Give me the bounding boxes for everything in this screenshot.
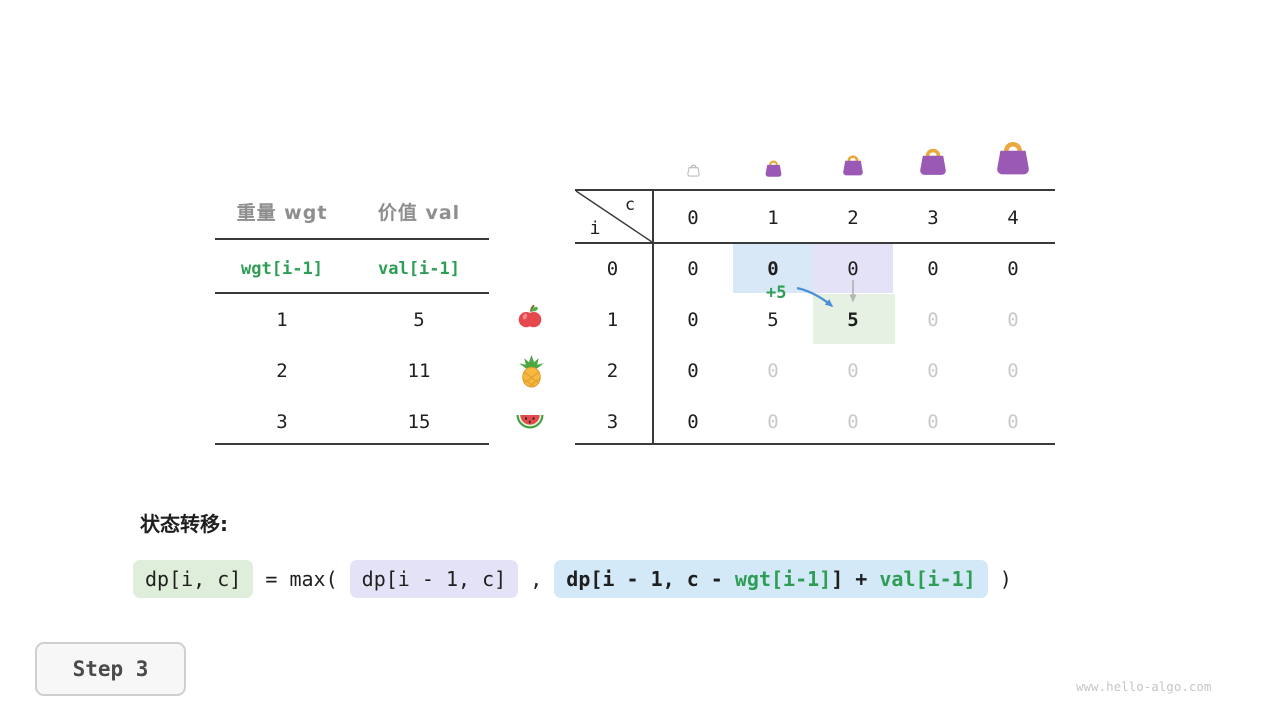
dp-cell-3-3: 0 — [927, 411, 939, 433]
dp-cell-0-3: 0 — [927, 258, 939, 280]
dp-cell-1-0: 0 — [687, 309, 699, 331]
items-table-rule-bottom — [215, 443, 489, 445]
dp-cell-3-0: 0 — [687, 411, 699, 433]
dp-cell-0-1: 0 — [767, 258, 779, 280]
items-formula-wgt: wgt[i-1] — [241, 259, 323, 279]
dp-col-header-4: 4 — [1007, 207, 1019, 229]
bag-icon-3 — [916, 143, 950, 177]
step-label: Step 3 — [72, 657, 149, 681]
dp-rule-under-header — [575, 242, 1055, 244]
item-val-1: 11 — [407, 360, 431, 382]
dp-cell-0-0: 0 — [687, 258, 699, 280]
dp-cell-1-2: 5 — [847, 309, 859, 331]
formula-arg2-chip: dp[i - 1, c - wgt[i-1]] + val[i-1] — [554, 560, 988, 598]
formula-arg2-mid: ] + — [831, 567, 880, 591]
formula-lhs-chip: dp[i, c] — [133, 560, 254, 598]
formula-comma: , — [518, 567, 555, 591]
dp-cell-3-4: 0 — [1007, 411, 1019, 433]
bag-icon-2 — [840, 151, 866, 177]
dp-cell-2-2: 0 — [847, 360, 859, 382]
dp-rule-top — [575, 189, 1055, 191]
items-formula-val: val[i-1] — [378, 259, 460, 279]
dp-cell-2-3: 0 — [927, 360, 939, 382]
formula-arg2-wgt: wgt[i-1] — [734, 567, 832, 591]
item-wgt-0: 1 — [276, 309, 288, 331]
transition-formula: dp[i, c] = max( dp[i - 1, c] , dp[i - 1,… — [133, 560, 1012, 598]
dp-corner-col-label: c — [624, 195, 636, 215]
dp-cell-1-4: 0 — [1007, 309, 1019, 331]
bag-icon-4 — [992, 135, 1034, 177]
items-header-wgt: 重量 wgt — [236, 201, 328, 224]
dp-rule-bottom — [575, 443, 1055, 445]
dp-cell-2-1: 0 — [767, 360, 779, 382]
dp-row-label-3: 3 — [606, 411, 619, 433]
transition-label: 状态转移: — [140, 512, 228, 536]
dp-row-label-1: 1 — [606, 309, 619, 331]
formula-arg1-chip: dp[i - 1, c] — [349, 560, 519, 598]
dp-col-header-3: 3 — [927, 207, 939, 229]
item-val-2: 15 — [407, 411, 431, 433]
bag-icon-0 — [686, 162, 701, 177]
dp-cell-0-2: 0 — [847, 258, 859, 280]
dp-col-header-0: 0 — [687, 207, 699, 229]
dp-row-label-0: 0 — [606, 258, 619, 280]
step-indicator: Step 3 — [35, 642, 186, 696]
items-table-rule-top — [215, 238, 489, 240]
pineapple-icon — [518, 355, 545, 388]
formula-eq-max: = max( — [253, 567, 350, 591]
item-wgt-1: 2 — [276, 360, 288, 382]
item-wgt-2: 3 — [276, 411, 288, 433]
dp-row-label-2: 2 — [606, 360, 619, 382]
formula-close: ) — [987, 567, 1012, 591]
dp-cell-1-1: 5 — [767, 309, 779, 331]
dp-cell-1-3: 0 — [927, 309, 939, 331]
dp-col-header-2: 2 — [847, 207, 859, 229]
watermelon-icon — [515, 409, 545, 434]
apple-icon — [516, 303, 544, 331]
dp-cell-2-4: 0 — [1007, 360, 1019, 382]
watermark: www.hello-algo.com — [1076, 679, 1212, 694]
item-val-0: 5 — [413, 309, 425, 331]
formula-arg2-prefix: dp[i - 1, c - — [566, 567, 735, 591]
items-header-val: 价值 val — [377, 201, 461, 224]
dp-cell-3-2: 0 — [847, 411, 859, 433]
items-table-rule-mid — [215, 292, 489, 294]
dp-cell-3-1: 0 — [767, 411, 779, 433]
dp-cell-2-0: 0 — [687, 360, 699, 382]
dp-rule-vertical — [652, 189, 654, 445]
dp-col-header-1: 1 — [767, 207, 779, 229]
plus-value-label: +5 — [766, 283, 787, 303]
dp-highlight-source-left — [733, 244, 813, 293]
formula-arg2-val: val[i-1] — [879, 567, 976, 591]
dp-corner-row-label: i — [589, 217, 601, 239]
dp-cell-0-4: 0 — [1007, 258, 1019, 280]
bag-icon-1 — [763, 157, 784, 178]
